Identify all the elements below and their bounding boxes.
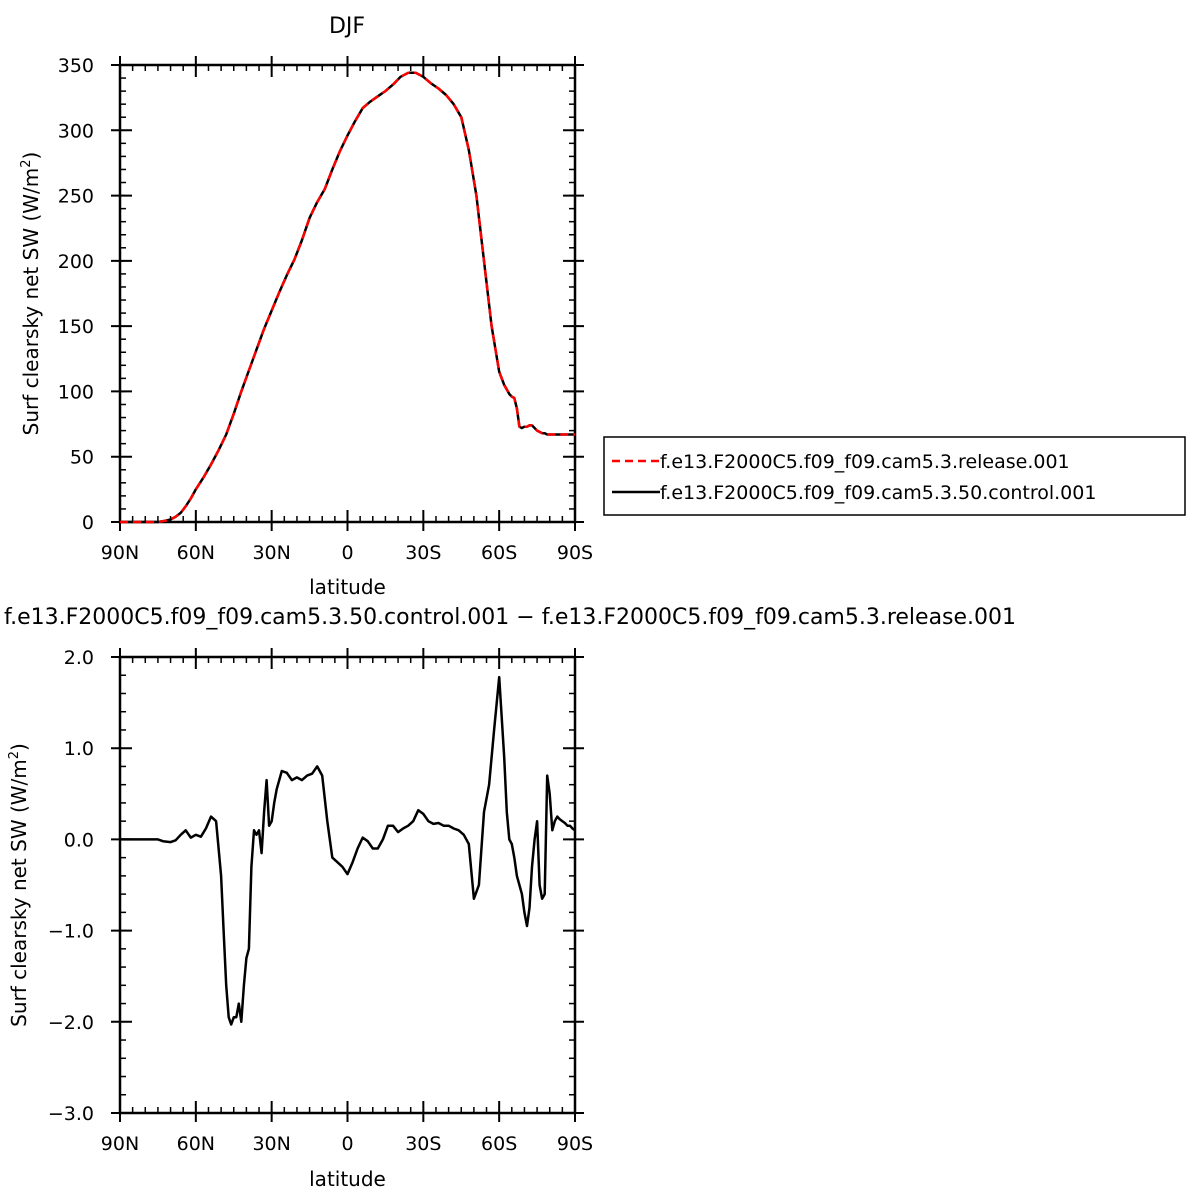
x-tick-label: 30S	[405, 542, 441, 564]
legend-box	[603, 436, 1186, 516]
plot-frame	[118, 63, 577, 524]
y-tick-label: −2.0	[48, 1012, 94, 1034]
chart-title: f.e13.F2000C5.f09_f09.cam5.3.50.control.…	[4, 605, 1016, 630]
x-tick-label: 90N	[101, 1133, 139, 1155]
series-line-release	[120, 71, 575, 524]
series-line-control	[120, 71, 575, 524]
y-tick-label: 200	[58, 251, 94, 273]
y-tick-label: 150	[58, 316, 94, 338]
chart-2: f.e13.F2000C5.f09_f09.cam5.3.50.control.…	[4, 605, 1016, 1191]
chart-title: DJF	[329, 14, 365, 39]
y-tick-label: −3.0	[48, 1103, 94, 1125]
y-tick-label: 1.0	[64, 738, 94, 760]
x-axis-label: latitude	[309, 1167, 386, 1191]
x-tick-label: 60S	[481, 1133, 517, 1155]
series-line-control	[120, 675, 576, 1026]
legend-label: f.e13.F2000C5.f09_f09.cam5.3.50.control.…	[660, 482, 1096, 504]
x-tick-label: 30N	[252, 1133, 290, 1155]
x-tick-label: 30N	[252, 542, 290, 564]
y-tick-label: −1.0	[48, 921, 94, 943]
chart-1: DJF 90N 60N 30N 0 30S 60S 90S 0 50 100 150 200 250 300…	[19, 14, 1186, 599]
y-tick-label: 300	[58, 120, 94, 142]
x-tick-label: 60N	[177, 1133, 215, 1155]
x-tick-label: 0	[341, 1133, 353, 1155]
legend: f.e13.F2000C5.f09_f09.cam5.3.release.001…	[603, 436, 1186, 516]
x-tick-label: 90S	[557, 1133, 593, 1155]
x-tick-label: 90N	[101, 542, 139, 564]
y-tick-label: 250	[58, 186, 94, 208]
plot-frame	[118, 655, 577, 1115]
x-tick-label: 0	[341, 542, 353, 564]
y-tick-label: 350	[58, 55, 94, 77]
x-tick-label: 60N	[177, 542, 215, 564]
x-tick-label: 90S	[557, 542, 593, 564]
x-tick-label: 30S	[405, 1133, 441, 1155]
x-tick-label: 60S	[481, 542, 517, 564]
y-tick-label: 0.0	[64, 829, 94, 851]
y-axis-label: Surf clearsky net SW (W/m2)	[7, 743, 31, 1027]
y-tick-label: 0	[82, 512, 94, 534]
x-axis-label: latitude	[309, 575, 386, 599]
y-tick-label: 2.0	[64, 647, 94, 669]
y-axis-label: Surf clearsky net SW (W/m2)	[19, 152, 43, 436]
legend-label: f.e13.F2000C5.f09_f09.cam5.3.release.001	[660, 451, 1070, 473]
y-tick-label: 50	[70, 447, 94, 469]
y-tick-label: 100	[58, 381, 94, 403]
